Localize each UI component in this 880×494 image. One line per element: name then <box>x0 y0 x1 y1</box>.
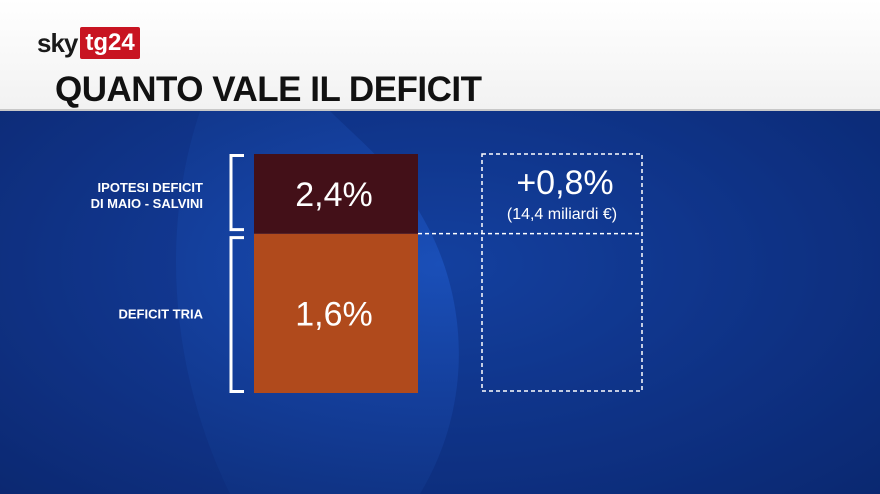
logo-tg24-text: tg24 <box>80 27 140 59</box>
sky-tg24-logo: sky tg24 <box>37 27 140 59</box>
header-bar: sky tg24 QUANTO VALE IL DEFICIT <box>0 0 880 111</box>
logo-sky-text: sky <box>37 28 78 58</box>
bracket-ipotesi-deficit <box>229 154 244 232</box>
bar-segment-ipotesi-deficit <box>254 154 418 234</box>
legend-label-ipotesi-line1: IPOTESI DEFICIT <box>98 180 204 195</box>
legend-label-ipotesi-line2: DI MAIO - SALVINI <box>91 196 203 211</box>
data-label-deficit-tria: 1,6% <box>295 295 373 333</box>
annotation-increase-note: (14,4 miliardi €) <box>507 206 617 223</box>
data-label-ipotesi-deficit: 2,4% <box>295 176 373 214</box>
chart-stage: 1,6% 2,4% IPOTESI DEFICIT DI MAIO - SALV… <box>0 111 880 494</box>
dashed-outline-box <box>481 153 643 392</box>
page-title: QUANTO VALE IL DEFICIT <box>55 70 482 109</box>
background-shading <box>0 111 880 494</box>
legend-label-deficit-tria: DEFICIT TRIA <box>119 306 204 321</box>
stacked-bar-chart: 1,6% 2,4% IPOTESI DEFICIT DI MAIO - SALV… <box>91 153 643 393</box>
bar-segment-deficit-tria <box>254 233 418 393</box>
annotation-increase-value: +0,8% <box>516 164 613 202</box>
bracket-deficit-tria <box>229 236 244 393</box>
